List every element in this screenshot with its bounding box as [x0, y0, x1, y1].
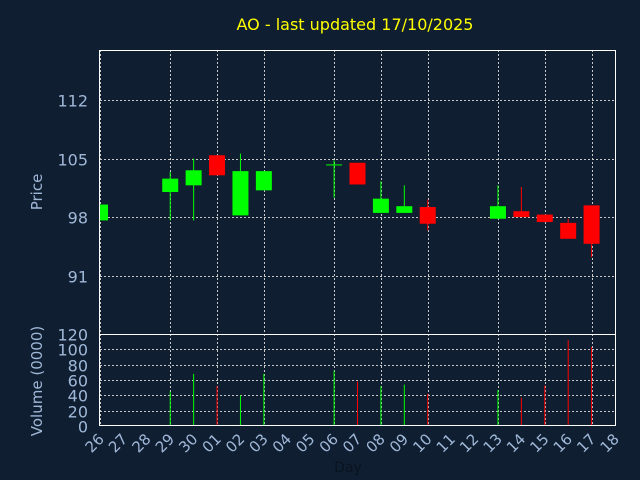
price-grid	[100, 50, 615, 334]
candle-body	[255, 171, 272, 191]
candle-body	[560, 222, 577, 239]
candle-body	[232, 171, 249, 216]
candle-body	[419, 207, 436, 224]
x-axis: 2627282930010203040506070809101112131415…	[82, 430, 623, 456]
volume-tick-label: 80	[68, 357, 88, 376]
candle-body	[396, 206, 413, 213]
x-axis-label: Day	[334, 460, 362, 476]
volume-tick-label: 20	[68, 403, 88, 422]
candle-body	[536, 214, 553, 223]
candle-body	[489, 206, 506, 219]
candle-body	[100, 204, 108, 221]
candle-body	[185, 170, 202, 186]
volume-tick-label: 120	[57, 326, 88, 345]
price-axis: 91 98 105 112	[57, 92, 88, 287]
volume-tick-label: 100	[57, 341, 88, 360]
candle-body	[513, 211, 530, 218]
volume-tick-label: 40	[68, 387, 88, 406]
price-tick-label: 112	[57, 92, 88, 111]
candle-body	[583, 205, 600, 244]
volume-axis-label: Volume (0000)	[28, 326, 46, 436]
price-tick-label: 98	[68, 209, 88, 228]
volume-tick-label: 60	[68, 372, 88, 391]
candle-body	[372, 198, 389, 213]
candle-body	[326, 164, 343, 166]
volume-tick-label: 0	[78, 418, 88, 437]
candle-body	[349, 162, 366, 185]
candles	[99, 153, 600, 258]
candle-body	[162, 178, 179, 192]
price-axis-label: Price	[28, 174, 46, 211]
chart-title: AO - last updated 17/10/2025	[237, 15, 474, 34]
volume-bars	[169, 340, 593, 426]
volume-panel-frame	[99, 334, 616, 426]
candle-body	[209, 155, 226, 176]
price-tick-label: 91	[68, 268, 88, 287]
price-tick-label: 105	[57, 151, 88, 170]
